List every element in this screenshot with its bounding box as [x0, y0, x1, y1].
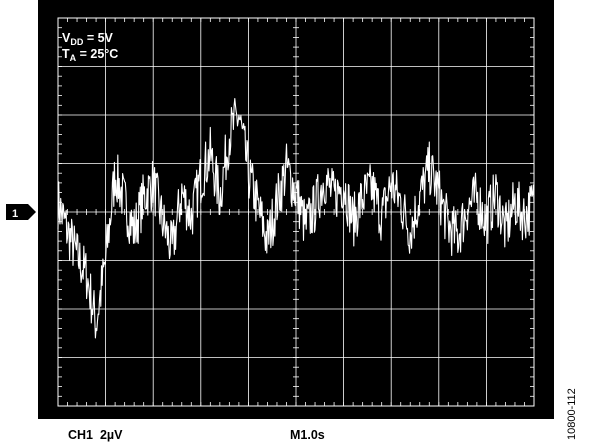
annotation-ta-sub: A — [70, 53, 77, 63]
svg-text:TA = 25°C: TA = 25°C — [62, 47, 118, 63]
noise-trace — [57, 98, 535, 339]
channel-marker-arrow — [6, 204, 36, 220]
annotation: VDD = 5V TA = 25°C — [62, 31, 118, 63]
time-scale-label: M1.0s — [290, 428, 325, 442]
channel-scale-label: CH1 2µV — [68, 428, 123, 442]
annotation-ta-rest: = 25°C — [76, 47, 118, 61]
annotation-vdd-sub: DD — [70, 37, 83, 47]
figure-id: 10800-112 — [566, 388, 578, 440]
svg-text:VDD = 5V: VDD = 5V — [62, 31, 114, 47]
trace-line — [57, 98, 535, 339]
annotation-vdd-main: V — [62, 31, 71, 45]
graticule — [57, 17, 535, 407]
channel-marker-label: 1 — [12, 208, 18, 220]
channel-marker: 1 — [6, 204, 36, 220]
annotation-ta-main: T — [62, 47, 70, 61]
annotation-vdd-rest: = 5V — [83, 31, 113, 45]
